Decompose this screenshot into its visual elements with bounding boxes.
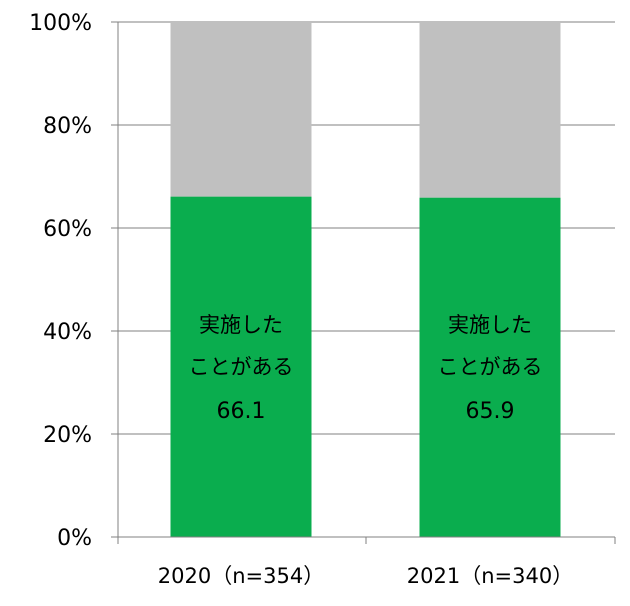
bar-segment-2 [419, 22, 561, 198]
y-tick-label: 20% [43, 423, 92, 448]
segment-label: 実施した [199, 313, 283, 337]
y-tick-label: 100% [29, 11, 92, 36]
y-tick-label: 0% [57, 526, 92, 551]
bar-segment-2 [170, 22, 312, 197]
category-label: 2021（n=340） [407, 564, 573, 588]
axes [111, 21, 616, 544]
bar-segment-1 [170, 196, 312, 537]
segment-label: 実施した [448, 313, 532, 337]
category-label: 2020（n=354） [158, 564, 324, 588]
bar-segment-1 [419, 197, 561, 538]
bars [170, 22, 561, 538]
data-label: 66.1 [217, 399, 266, 424]
y-tick-label: 60% [43, 217, 92, 242]
data-label: 65.9 [466, 399, 515, 424]
segment-label: ことがある [189, 355, 294, 379]
segment-label: ことがある [438, 355, 543, 379]
y-tick-label: 80% [43, 114, 92, 139]
y-tick-label: 40% [43, 320, 92, 345]
labels: 0% 20% 40% 60% 80% 100% 2020（n=354） 2021（n=340）… [29, 11, 573, 588]
